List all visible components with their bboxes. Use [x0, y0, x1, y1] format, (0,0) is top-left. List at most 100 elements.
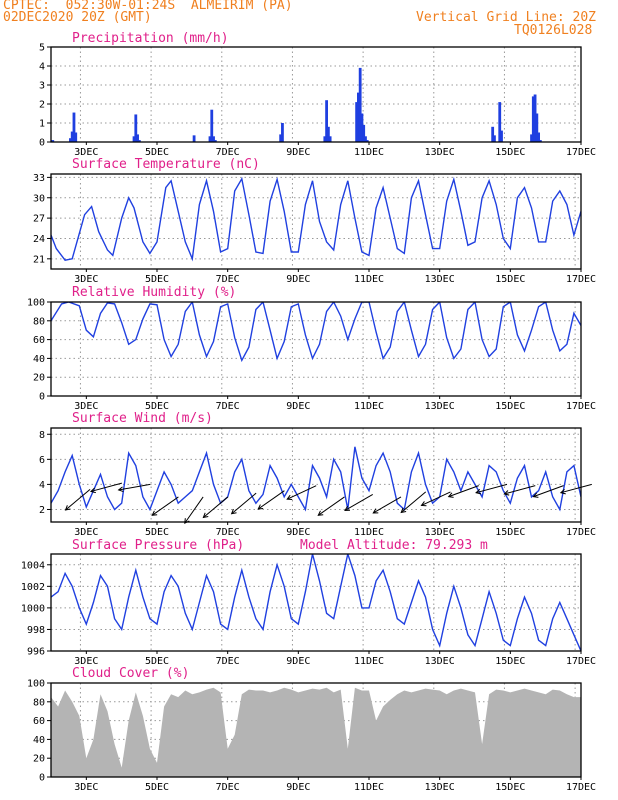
temp-xtick-label: 5DEC [145, 274, 169, 285]
wind-ytick-label: 2 [39, 505, 45, 516]
wind-arrow-head [532, 492, 539, 498]
wind-arrow-head [230, 508, 237, 515]
pres-xtick-label: 5DEC [145, 656, 169, 667]
rh-ytick-label: 0 [39, 392, 45, 403]
wind-arrow-head [257, 504, 264, 510]
rh-frame [50, 301, 582, 397]
wind-arrow-head [64, 505, 71, 511]
cloud-series [51, 687, 581, 777]
rh-line [51, 302, 581, 363]
precip-xtick-label: 15DEC [495, 147, 525, 158]
temp-frame [50, 173, 582, 270]
pres-xtick-label: 15DEC [495, 656, 525, 667]
cloud-ytick-label: 60 [33, 716, 45, 727]
cloud-xtick-label: 7DEC [216, 782, 240, 793]
pres-xtick-label: 13DEC [425, 656, 455, 667]
precip-bar [491, 126, 495, 142]
wind-arrow-shaft [560, 483, 592, 494]
precip-bar [538, 140, 542, 142]
wind-arrow-shaft [400, 491, 427, 513]
precip-bar [69, 138, 72, 142]
precip-series [51, 67, 542, 142]
wind-arrow-shaft [65, 489, 91, 511]
pres-xtick-label: 7DEC [216, 656, 240, 667]
precip-bar [72, 112, 76, 142]
wind-series [51, 446, 581, 512]
temp-xtick-label: 7DEC [216, 274, 240, 285]
precip-bar [132, 136, 136, 142]
precip-bar [531, 96, 535, 142]
wind-arrow-shaft [231, 492, 257, 515]
cloud-xtick-label: 11DEC [354, 782, 384, 793]
temp-xtick-label: 15DEC [495, 274, 525, 285]
wind-arrow-head [559, 488, 566, 495]
temp-ytick-label: 33 [33, 173, 45, 184]
wind-xtick-label: 7DEC [216, 527, 240, 538]
wind-xtick-label: 13DEC [425, 527, 455, 538]
cloud-ytick-label: 20 [33, 754, 45, 765]
pres-ytick-label: 998 [27, 625, 45, 636]
precip-bar [493, 135, 496, 142]
rh-xtick-label: 3DEC [74, 401, 98, 412]
header-grid-note: Vertical Grid Line: 20Z [416, 10, 597, 25]
wind-arrow-shaft [533, 485, 564, 498]
precip-ytick-label: 3 [39, 81, 45, 92]
pres-xtick-label: 17DEC [566, 656, 596, 667]
wind-arrow-head [503, 490, 510, 496]
precip-bar [530, 134, 533, 142]
wind-arrow-head [202, 512, 209, 519]
wind-ytick-label: 6 [39, 455, 45, 466]
precip-ytick-label: 4 [39, 62, 45, 73]
wind-arrow-shaft [448, 485, 479, 498]
precip-bar [365, 140, 369, 142]
wind-xtick-label: 17DEC [566, 527, 596, 538]
wind-xtick-label: 9DEC [286, 527, 310, 538]
cloud-xtick-label: 13DEC [425, 782, 455, 793]
model-altitude-label: Model Altitude: 79.293 m [300, 538, 488, 553]
wind-arrow-shaft [118, 483, 151, 491]
wind-arrow-head [447, 492, 454, 498]
cloud-xtick-label: 3DEC [74, 782, 98, 793]
precip-title: Precipitation (mm/h) [72, 31, 229, 46]
wind-xtick-label: 11DEC [354, 527, 384, 538]
wind-arrow-shaft [203, 496, 229, 518]
cloud-ytick-label: 0 [39, 773, 45, 784]
precip-bar [355, 102, 359, 142]
wind-arrow-shaft [90, 482, 122, 492]
precip-bar [358, 67, 362, 142]
cloud-title: Cloud Cover (%) [72, 666, 189, 681]
precip-bar [357, 92, 360, 142]
precip-panel [47, 46, 582, 145]
wind-arrow-head [117, 486, 124, 493]
pres-xtick-label: 11DEC [354, 656, 384, 667]
wind-line [51, 446, 581, 512]
temp-xtick-label: 3DEC [74, 274, 98, 285]
header-model-code: TQ0126L028 [514, 23, 593, 38]
precip-bar [498, 102, 502, 142]
wind-arrow-shaft [257, 490, 285, 510]
header-date: 02DEC2020 20Z (GMT) [3, 10, 152, 25]
precip-bar [328, 136, 332, 142]
cloud-frame [50, 682, 582, 778]
cloud-ytick-label: 40 [33, 735, 45, 746]
pres-title: Surface Pressure (hPa) [72, 538, 244, 553]
wind-arrow-head [420, 501, 427, 507]
wind-arrow-head [317, 510, 324, 516]
wind-ytick-label: 4 [39, 480, 45, 491]
rh-title: Relative Humidity (%) [72, 285, 236, 300]
rh-xtick-label: 17DEC [566, 401, 596, 412]
precip-xtick-label: 11DEC [354, 147, 384, 158]
wind-xtick-label: 5DEC [145, 527, 169, 538]
wind-arrow-head [184, 518, 190, 525]
rh-xtick-label: 13DEC [425, 401, 455, 412]
cloud-ytick-label: 100 [27, 679, 45, 690]
temp-xtick-label: 17DEC [566, 274, 596, 285]
precip-bar [208, 136, 212, 142]
cloud-xtick-label: 15DEC [495, 782, 525, 793]
cloud-xtick-label: 5DEC [145, 782, 169, 793]
precip-xtick-label: 17DEC [566, 147, 596, 158]
pres-ytick-label: 996 [27, 647, 45, 658]
precip-xtick-label: 7DEC [216, 147, 240, 158]
rh-xtick-label: 9DEC [286, 401, 310, 412]
temp-ytick-label: 27 [33, 214, 45, 225]
